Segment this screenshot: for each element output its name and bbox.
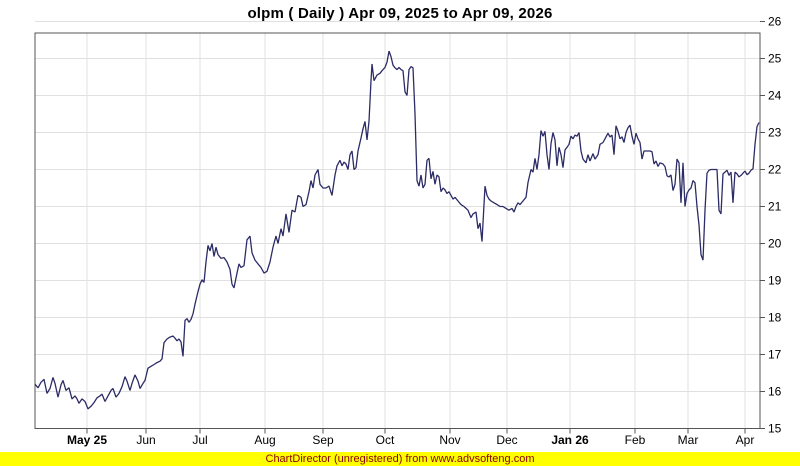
x-tick-label: Aug (254, 433, 275, 447)
y-tick-label: 25 (768, 52, 782, 66)
price-line (34, 50, 760, 410)
x-tick-label: Jul (192, 433, 207, 447)
footer-credit-text: ChartDirector (unregistered) from www.ad… (265, 453, 535, 465)
y-tick-label: 22 (768, 163, 782, 177)
y-tick-label: 18 (768, 311, 782, 325)
y-tick-label: 20 (768, 237, 782, 251)
y-tick-label: 15 (768, 422, 782, 436)
x-tick-label: Sep (312, 433, 334, 447)
x-tick-label: Nov (439, 433, 460, 447)
y-tick-label: 16 (768, 385, 782, 399)
price-chart-svg: 15 16 17 18 19 20 21 22 23 24 25 26 May 25 Jun Jul Aug S… (34, 15, 782, 447)
x-tick-label: Feb (625, 433, 646, 447)
x-tick-label: Oct (376, 433, 395, 447)
chart-title: olpm ( Daily ) Apr 09, 2025 to Apr 09, 2… (247, 5, 553, 22)
x-tick-label: Mar (678, 433, 699, 447)
x-tick-label: Jan 26 (551, 433, 589, 447)
y-tick-label: 19 (768, 274, 782, 288)
y-tick-label: 23 (768, 126, 782, 140)
y-tick-label: 26 (768, 15, 782, 29)
x-tick-label: Apr (736, 433, 755, 447)
y-tick-label: 21 (768, 200, 782, 214)
y-tick-label: 17 (768, 348, 782, 362)
x-tick-label: Dec (496, 433, 517, 447)
footer-bar: ChartDirector (unregistered) from www.ad… (0, 452, 800, 466)
x-tick-label: May 25 (67, 433, 107, 447)
x-tick-label: Jun (136, 433, 155, 447)
plot-border (34, 32, 761, 429)
y-tick-label: 24 (768, 89, 782, 103)
